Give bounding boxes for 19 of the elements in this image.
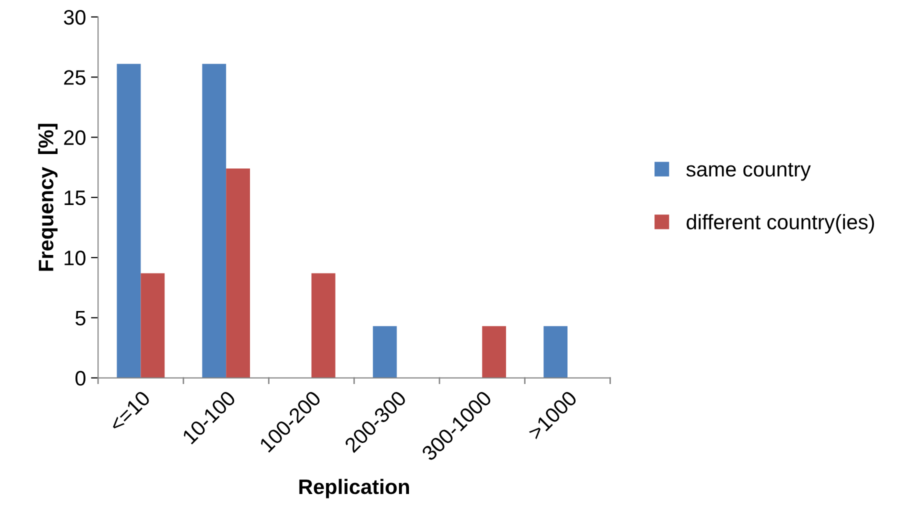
legend-label: different country(ies) xyxy=(686,214,874,234)
legend-label: same country xyxy=(686,162,811,181)
y-tick-label: 5 xyxy=(76,310,86,326)
y-axis-title: Frequency [%] xyxy=(38,124,58,271)
bar xyxy=(202,64,226,378)
bar xyxy=(482,326,506,378)
bar xyxy=(544,326,568,378)
x-axis-title: Replication xyxy=(299,478,409,498)
bar xyxy=(226,168,250,378)
y-tick-label: 10 xyxy=(64,250,86,266)
bar xyxy=(116,64,141,378)
y-tick-label: 25 xyxy=(64,70,86,85)
bar xyxy=(311,273,336,378)
y-tick-label: 15 xyxy=(64,190,86,206)
y-tick-label: 30 xyxy=(64,10,86,25)
bar xyxy=(372,326,397,378)
y-tick-label: 0 xyxy=(75,370,86,386)
bar xyxy=(140,273,165,378)
y-tick-label: 20 xyxy=(64,130,86,146)
